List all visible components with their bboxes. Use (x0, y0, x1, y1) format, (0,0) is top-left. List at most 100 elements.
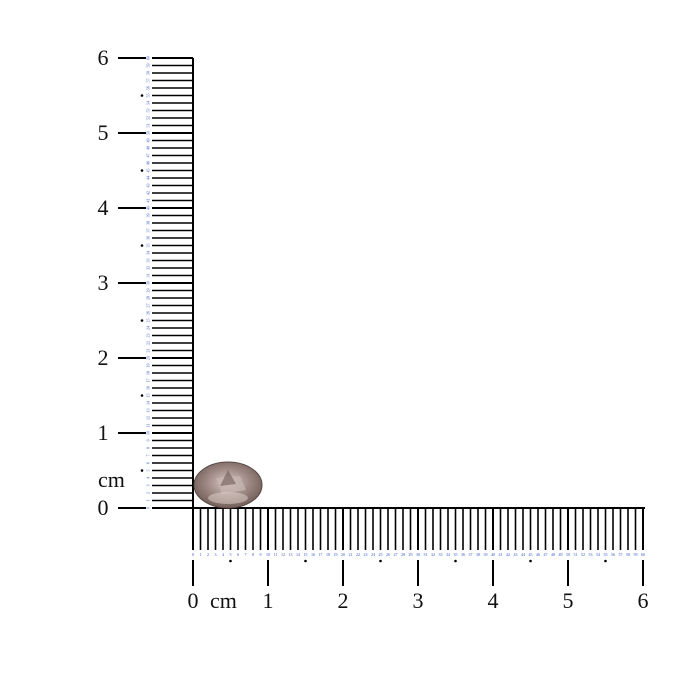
horizontal-mm-label: 54 (596, 552, 600, 557)
horizontal-unit-label: cm (210, 588, 237, 613)
horizontal-mm-label: 55 (604, 552, 608, 557)
horizontal-mm-label: 49 (559, 552, 563, 557)
vertical-mm-label: 22 (146, 341, 151, 345)
vertical-mm-label: 56 (146, 86, 151, 90)
horizontal-half-cm-dot (304, 559, 307, 563)
vertical-mm-label: 30 (146, 281, 151, 285)
horizontal-cm-label: 0 (188, 588, 199, 613)
vertical-mm-label: 24 (146, 326, 151, 330)
vertical-mm-label: 9 (146, 440, 151, 442)
vertical-mm-label: 27 (146, 304, 151, 308)
horizontal-mm-label: 34 (446, 552, 450, 557)
vertical-mm-label: 2 (146, 492, 151, 494)
horizontal-mm-label: 3 (215, 552, 217, 557)
vertical-mm-label: 43 (146, 184, 151, 188)
vertical-mm-label: 33 (146, 259, 151, 263)
horizontal-mm-label: 57 (619, 552, 623, 557)
vertical-mm-label: 58 (146, 71, 151, 75)
vertical-mm-label: 12 (146, 416, 151, 420)
horizontal-mm-label: 11 (274, 552, 278, 557)
vertical-mm-label: 47 (146, 154, 151, 158)
vertical-mm-label: 53 (146, 109, 151, 113)
vertical-mm-label: 10 (146, 431, 151, 435)
vertical-half-cm-dot (140, 394, 144, 397)
horizontal-mm-label: 13 (289, 552, 293, 557)
horizontal-mm-label: 2 (207, 552, 209, 557)
vertical-mm-label: 13 (146, 409, 151, 413)
vertical-mm-label: 31 (146, 274, 151, 278)
horizontal-mm-label: 51 (574, 552, 578, 557)
horizontal-mm-label: 18 (326, 552, 330, 557)
horizontal-mm-label: 24 (371, 552, 375, 557)
horizontal-mm-label: 33 (439, 552, 443, 557)
vertical-cm-label: 5 (98, 120, 109, 145)
horizontal-mm-label: 23 (364, 552, 368, 557)
horizontal-mm-label: 59 (634, 552, 638, 557)
horizontal-mm-label: 10 (266, 552, 270, 557)
vertical-mm-label: 50 (146, 131, 151, 135)
vertical-mm-label: 38 (146, 221, 151, 225)
horizontal-cm-label: 4 (488, 588, 499, 613)
horizontal-mm-label: 27 (394, 552, 398, 557)
horizontal-mm-label: 20 (341, 552, 345, 557)
horizontal-ruler: 0 1 2 3 4 5 6 7 8 9 10 11 12 13 14 15 16 17 18 19 20 21 22 23 24… (188, 507, 649, 613)
horizontal-mm-label: 52 (581, 552, 585, 557)
vertical-mm-label: 5 (146, 470, 151, 472)
horizontal-mm-label: 22 (356, 552, 360, 557)
vertical-half-cm-dot (140, 169, 144, 172)
vertical-mm-label: 15 (146, 394, 151, 398)
vertical-mm-label: 20 (146, 356, 151, 360)
horizontal-half-cm-dot (454, 559, 457, 563)
vertical-mm-label: 4 (146, 477, 151, 479)
vertical-mm-label: 35 (146, 244, 151, 248)
horizontal-mm-label: 16 (311, 552, 315, 557)
vertical-mm-label: 8 (146, 447, 151, 449)
horizontal-mm-label: 17 (319, 552, 323, 557)
horizontal-mm-label: 44 (521, 552, 525, 557)
horizontal-mm-label: 26 (386, 552, 390, 557)
vertical-mm-label: 1 (146, 500, 151, 502)
horizontal-mm-label: 25 (379, 552, 383, 557)
horizontal-mm-label: 6 (237, 552, 239, 557)
horizontal-mm-label: 45 (529, 552, 533, 557)
horizontal-mm-label: 14 (296, 552, 300, 557)
horizontal-mm-label: 29 (409, 552, 413, 557)
horizontal-mm-label: 12 (281, 552, 285, 557)
horizontal-mm-label: 19 (334, 552, 338, 557)
vertical-mm-label: 45 (146, 169, 151, 173)
vertical-cm-label: 0 (98, 495, 109, 520)
vertical-mm-label: 16 (146, 386, 151, 390)
horizontal-mm-label: 50 (566, 552, 570, 557)
vertical-half-cm-dot (140, 244, 144, 247)
horizontal-cm-label: 2 (338, 588, 349, 613)
horizontal-mm-label: 47 (544, 552, 548, 557)
vertical-mm-label: 19 (146, 364, 151, 368)
horizontal-mm-label: 31 (424, 552, 428, 557)
vertical-cm-label: 4 (98, 195, 109, 220)
horizontal-mm-label: 48 (551, 552, 555, 557)
vertical-mm-label: 37 (146, 229, 151, 233)
horizontal-mm-label: 21 (349, 552, 353, 557)
vertical-cm-label: 1 (98, 420, 109, 445)
vertical-mm-label: 3 (146, 485, 151, 487)
vertical-mm-label: 55 (146, 94, 151, 98)
horizontal-cm-label: 3 (413, 588, 424, 613)
horizontal-mm-label: 46 (536, 552, 540, 557)
vertical-mm-label: 44 (146, 176, 151, 180)
horizontal-mm-label: 15 (304, 552, 308, 557)
vertical-mm-label: 49 (146, 139, 151, 143)
vertical-mm-label: 41 (146, 199, 151, 203)
horizontal-mm-label: 8 (252, 552, 254, 557)
horizontal-half-cm-dot (379, 559, 382, 563)
vertical-ruler: 0123456789101112131415161718192021222324… (98, 45, 194, 520)
vertical-mm-label: 18 (146, 371, 151, 375)
vertical-cm-label: 6 (98, 45, 109, 70)
vertical-mm-label: 59 (146, 64, 151, 68)
horizontal-mm-label: 4 (222, 552, 224, 557)
horizontal-mm-label: 30 (416, 552, 420, 557)
vertical-half-cm-dot (140, 319, 144, 322)
horizontal-mm-label: 1 (200, 552, 202, 557)
vertical-mm-label: 39 (146, 214, 151, 218)
vertical-mm-label: 60 (146, 56, 151, 60)
